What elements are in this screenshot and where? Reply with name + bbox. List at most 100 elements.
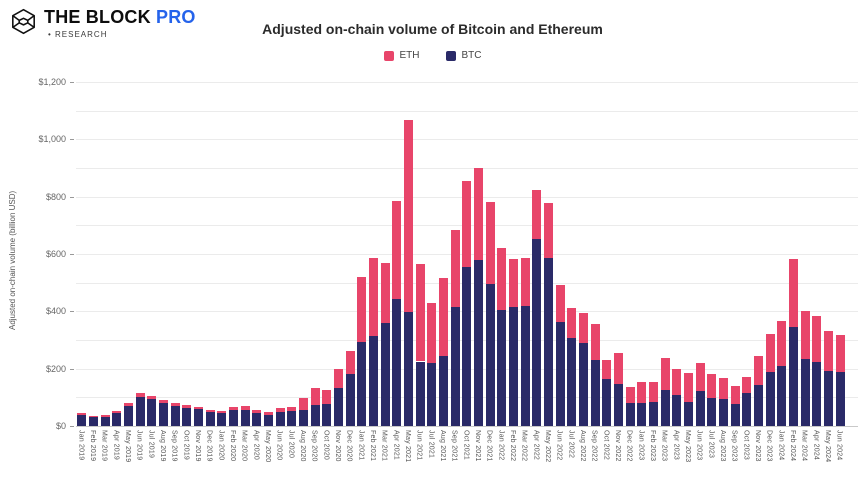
bar-btc-segment[interactable] (100, 416, 110, 426)
bar-btc-segment[interactable] (287, 411, 297, 426)
bar-eth-segment[interactable] (555, 284, 565, 322)
bar-eth-segment[interactable] (625, 386, 635, 404)
bar-btc-segment[interactable] (835, 371, 845, 426)
bar-btc-segment[interactable] (205, 412, 215, 426)
bar-btc-segment[interactable] (345, 373, 355, 426)
bar-eth-segment[interactable] (299, 397, 308, 410)
bar-btc-segment[interactable] (789, 327, 798, 426)
bar-eth-segment[interactable] (147, 395, 157, 400)
bar-btc-segment[interactable] (357, 341, 367, 426)
bar-eth-segment[interactable] (205, 410, 215, 413)
bar-btc-segment[interactable] (625, 403, 635, 426)
bar-btc-segment[interactable] (252, 412, 262, 426)
bar-btc-segment[interactable] (777, 365, 787, 426)
bar-eth-segment[interactable] (637, 381, 647, 403)
bar-eth-segment[interactable] (789, 259, 798, 328)
bar-btc-segment[interactable] (579, 343, 588, 426)
bar-btc-segment[interactable] (427, 363, 437, 426)
bar-btc-segment[interactable] (170, 405, 180, 426)
bar-eth-segment[interactable] (287, 406, 297, 412)
bar-eth-segment[interactable] (520, 257, 530, 307)
bar-eth-segment[interactable] (217, 411, 227, 414)
bar-btc-segment[interactable] (520, 306, 530, 426)
bar-eth-segment[interactable] (89, 415, 98, 418)
bar-btc-segment[interactable] (322, 404, 332, 426)
bar-eth-segment[interactable] (170, 403, 180, 406)
bar-btc-segment[interactable] (812, 362, 822, 426)
bar-eth-segment[interactable] (357, 276, 367, 342)
bar-eth-segment[interactable] (194, 407, 203, 410)
bar-btc-segment[interactable] (229, 410, 238, 426)
bar-eth-segment[interactable] (334, 369, 343, 388)
bar-eth-segment[interactable] (415, 264, 425, 362)
bar-btc-segment[interactable] (380, 323, 390, 426)
bar-eth-segment[interactable] (112, 411, 122, 414)
bar-btc-segment[interactable] (742, 393, 752, 426)
bar-eth-segment[interactable] (124, 403, 133, 407)
bar-btc-segment[interactable] (334, 387, 343, 426)
bar-btc-segment[interactable] (555, 321, 565, 426)
bar-eth-segment[interactable] (532, 190, 542, 240)
bar-btc-segment[interactable] (672, 395, 682, 426)
bar-btc-segment[interactable] (310, 405, 320, 426)
bar-eth-segment[interactable] (765, 334, 775, 372)
bar-btc-segment[interactable] (112, 413, 122, 426)
bar-eth-segment[interactable] (497, 247, 507, 310)
bar-eth-segment[interactable] (427, 303, 437, 364)
bar-eth-segment[interactable] (439, 278, 448, 357)
bar-eth-segment[interactable] (264, 412, 273, 415)
bar-eth-segment[interactable] (392, 200, 402, 300)
bar-eth-segment[interactable] (544, 203, 553, 259)
bar-btc-segment[interactable] (800, 358, 810, 426)
bar-eth-segment[interactable] (159, 399, 168, 403)
bar-eth-segment[interactable] (812, 315, 822, 363)
bar-btc-segment[interactable] (77, 414, 87, 426)
bar-eth-segment[interactable] (742, 376, 752, 394)
bar-btc-segment[interactable] (450, 306, 460, 426)
bar-btc-segment[interactable] (474, 260, 483, 426)
bar-btc-segment[interactable] (404, 311, 413, 426)
bar-eth-segment[interactable] (835, 334, 845, 372)
bar-eth-segment[interactable] (602, 360, 612, 380)
bar-eth-segment[interactable] (707, 374, 717, 398)
bar-eth-segment[interactable] (182, 405, 192, 408)
bar-btc-segment[interactable] (240, 410, 250, 426)
bar-eth-segment[interactable] (509, 258, 518, 308)
bar-btc-segment[interactable] (369, 335, 378, 426)
bar-btc-segment[interactable] (217, 413, 227, 426)
bar-btc-segment[interactable] (497, 309, 507, 426)
bar-btc-segment[interactable] (299, 409, 308, 426)
bar-eth-segment[interactable] (240, 405, 250, 411)
bar-btc-segment[interactable] (439, 356, 448, 426)
bar-eth-segment[interactable] (77, 413, 87, 415)
bar-btc-segment[interactable] (754, 385, 763, 426)
bar-eth-segment[interactable] (730, 385, 740, 404)
bar-eth-segment[interactable] (100, 415, 110, 417)
bar-eth-segment[interactable] (824, 331, 833, 371)
bar-eth-segment[interactable] (649, 381, 658, 402)
bar-eth-segment[interactable] (684, 372, 693, 402)
bar-btc-segment[interactable] (544, 258, 553, 426)
bar-btc-segment[interactable] (392, 299, 402, 426)
bar-btc-segment[interactable] (684, 401, 693, 426)
bar-eth-segment[interactable] (369, 258, 378, 336)
bar-btc-segment[interactable] (194, 409, 203, 426)
bar-btc-segment[interactable] (124, 406, 133, 426)
bar-eth-segment[interactable] (485, 202, 495, 285)
bar-btc-segment[interactable] (159, 402, 168, 426)
bar-eth-segment[interactable] (660, 358, 670, 390)
bar-eth-segment[interactable] (579, 313, 588, 344)
bar-eth-segment[interactable] (404, 119, 413, 312)
bar-eth-segment[interactable] (229, 406, 238, 411)
legend-item-eth[interactable]: ETH (383, 50, 420, 61)
bar-eth-segment[interactable] (590, 323, 600, 361)
bar-btc-segment[interactable] (135, 397, 145, 426)
bar-btc-segment[interactable] (660, 389, 670, 426)
bar-eth-segment[interactable] (800, 311, 810, 359)
bar-btc-segment[interactable] (824, 370, 833, 426)
bar-eth-segment[interactable] (450, 229, 460, 307)
bar-btc-segment[interactable] (567, 338, 577, 426)
bar-btc-segment[interactable] (147, 399, 157, 426)
legend-item-btc[interactable]: BTC (445, 50, 482, 61)
bar-eth-segment[interactable] (777, 321, 787, 366)
